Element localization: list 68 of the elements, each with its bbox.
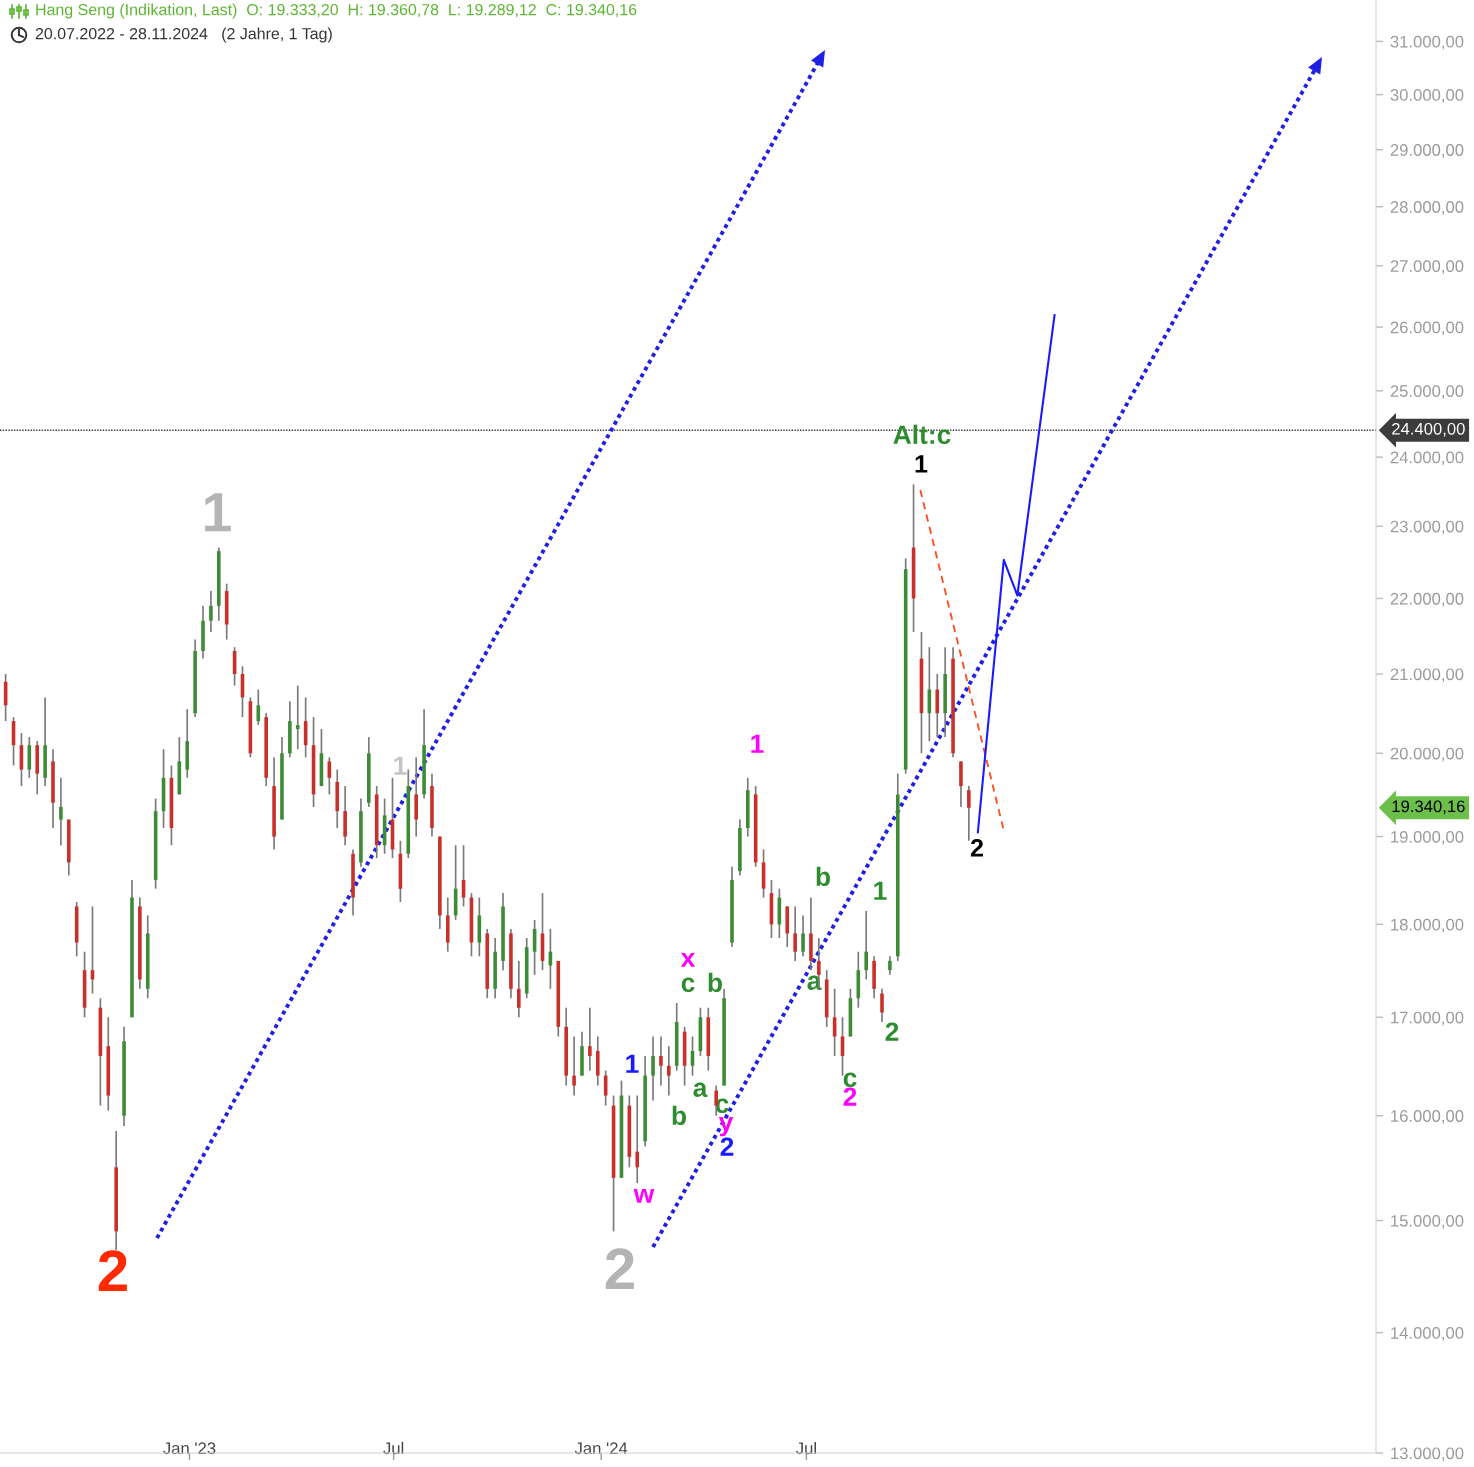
candlestick	[793, 905, 797, 962]
candlestick	[635, 1094, 640, 1184]
y-tick-label: 23.000,00	[1390, 520, 1464, 535]
annotation: 1	[394, 756, 407, 775]
candlestick	[295, 684, 300, 751]
annotation: 1	[205, 493, 231, 532]
text: 20.07.2022 - 28.11.2024 (2 Jahre, 1 Tag)	[35, 27, 332, 43]
candlestick	[801, 914, 805, 958]
candlestick	[888, 955, 892, 976]
y-tick-label: 24.000,00	[1390, 451, 1464, 466]
y-tick-label: 29.000,00	[1390, 144, 1464, 158]
y-tick-label: 22.000,00	[1390, 592, 1464, 607]
annotation: b	[816, 866, 830, 887]
annotation: b	[708, 972, 722, 993]
candlestick	[59, 776, 63, 846]
y-tick-label: 14.000,00	[1391, 1327, 1464, 1341]
y-tick-label: 20.000,00	[1390, 747, 1464, 762]
ref-line-label: 24.400,00	[1392, 422, 1465, 437]
candlestick	[572, 1035, 576, 1097]
candlestick	[667, 1045, 671, 1097]
annotation: b	[672, 1105, 686, 1126]
y-tick-label: 25.000,00	[1390, 385, 1464, 399]
candlestick	[517, 960, 521, 1019]
annotation: 2	[605, 1248, 634, 1290]
candlestick	[651, 1035, 655, 1102]
y-tick-label: 28.000,00	[1390, 201, 1464, 215]
y-tick-label: 13.000,00	[1391, 1447, 1464, 1462]
text: 19.340,16	[1392, 800, 1465, 815]
annotation: 2	[720, 1137, 734, 1156]
y-tick-label: 16.000,00	[1391, 1110, 1464, 1124]
annotation: 2	[843, 1087, 857, 1106]
y-tick-label: 15.000,00	[1391, 1214, 1464, 1229]
candlestick	[880, 987, 884, 1023]
annotation: c	[843, 1072, 857, 1088]
y-tick-label: 26.000,00	[1390, 321, 1464, 336]
annotation: Alt:c	[893, 424, 951, 445]
candlestick	[209, 590, 213, 633]
annotation: a	[693, 1082, 708, 1098]
x-tick-label: Jul	[383, 1441, 404, 1455]
x-tick-label: Jul	[796, 1441, 816, 1455]
x-tick-label: Jan '24	[574, 1442, 628, 1455]
candlestick	[659, 1035, 663, 1087]
x-tick-label: Jan '23	[163, 1442, 216, 1455]
y-tick-label: 31.000,00	[1390, 35, 1464, 50]
annotation: 2	[970, 839, 983, 857]
annotation: w	[633, 1188, 655, 1203]
annotation: x	[680, 952, 696, 967]
annotation: 1	[915, 455, 928, 473]
annotation: 2	[98, 1250, 127, 1292]
annotation: 1	[751, 734, 764, 753]
candlestick	[588, 1006, 592, 1072]
annotation: c	[681, 977, 695, 993]
y-tick-label: 18.000,00	[1391, 918, 1464, 933]
annotation: y	[718, 1116, 734, 1137]
annotation: 2	[885, 1022, 899, 1041]
annotation: 1	[874, 881, 887, 900]
y-tick-label: 17.000,00	[1391, 1011, 1464, 1026]
line-series	[976, 314, 1056, 834]
y-tick-label: 27.000,00	[1390, 260, 1464, 274]
y-tick-label: 19.000,00	[1391, 830, 1464, 845]
chart-title: Hang Seng (Indikation, Last) O: 19.333,20 H: 19.360,78 L: 19.289,12 C: 19.340,16	[36, 3, 637, 19]
y-tick-label: 21.000,00	[1390, 668, 1464, 683]
candlestick	[864, 910, 869, 981]
candlestick	[935, 673, 940, 738]
y-tick-label: 30.000,00	[1390, 89, 1464, 103]
candlestick	[256, 688, 261, 726]
annotation: 1	[626, 1054, 639, 1073]
candlestick	[967, 785, 971, 842]
